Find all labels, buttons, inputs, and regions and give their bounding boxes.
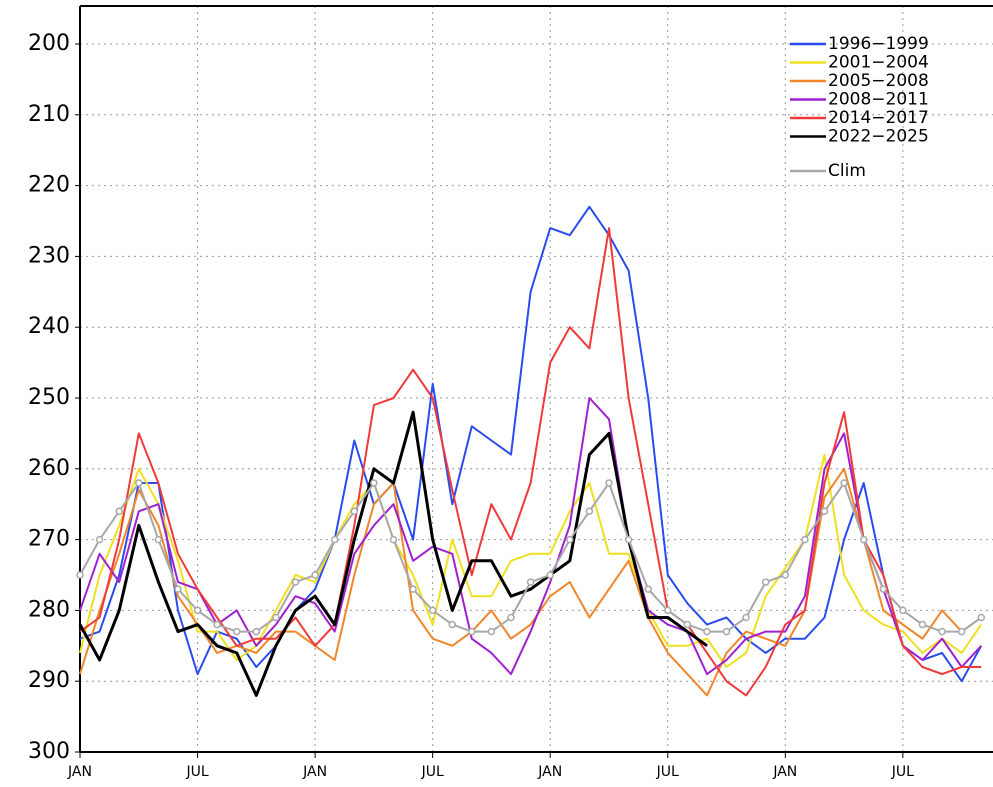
legend-label: Clim (828, 161, 866, 181)
y-tick-label: 240 (28, 314, 70, 339)
clim-marker (546, 571, 554, 579)
clim-marker (291, 578, 300, 586)
clim-marker (840, 479, 848, 487)
clim-marker (918, 620, 927, 629)
clim-marker (330, 535, 339, 544)
clim-marker (526, 578, 535, 586)
x-tick-label: JUL (421, 764, 444, 780)
clim-marker (820, 507, 829, 516)
clim-marker (370, 479, 378, 487)
legend-label: 1996−1999 (828, 34, 929, 54)
clim-marker (252, 627, 261, 636)
clim-marker (585, 507, 594, 516)
clim-marker (389, 535, 398, 544)
legend-label: 2005−2008 (828, 71, 929, 91)
clim-marker (899, 606, 907, 615)
clim-marker (683, 620, 692, 629)
x-tick-label: JUL (185, 764, 208, 780)
legend-label: 2014−2017 (828, 108, 929, 128)
clim-marker (938, 627, 946, 636)
clim-marker (193, 606, 202, 615)
clim-marker (781, 571, 790, 579)
clim-marker (644, 585, 652, 593)
clim-marker (232, 627, 241, 636)
clim-marker (566, 535, 574, 544)
clim-marker (507, 613, 515, 622)
y-tick-label: 200 (28, 31, 70, 56)
series-line (79, 227, 982, 697)
clim-marker (624, 535, 633, 544)
clim-marker (135, 479, 143, 487)
y-tick-label: 280 (28, 597, 70, 622)
clim-marker (468, 627, 476, 636)
x-tick-label: JAN (537, 764, 562, 780)
series-line (79, 467, 982, 697)
clim-marker (957, 627, 966, 636)
x-tick-label: JUL (891, 764, 914, 780)
clim-marker (311, 571, 319, 579)
clim-marker (213, 620, 221, 629)
clim-marker (409, 585, 417, 593)
x-tick-label: JAN (67, 764, 92, 780)
clim-marker (272, 613, 280, 622)
x-tick-label: JAN (302, 764, 327, 780)
y-tick-label: 300 (28, 739, 70, 764)
y-tick-label: 230 (28, 243, 70, 268)
clim-marker (859, 535, 868, 544)
clim-marker (448, 620, 457, 629)
series-line (79, 482, 982, 633)
y-tick-label: 270 (28, 527, 70, 552)
clim-marker (742, 613, 750, 622)
clim-marker (801, 535, 809, 544)
clim-marker (722, 627, 731, 636)
x-tick-label: JAN (772, 764, 797, 780)
clim-marker (115, 507, 123, 516)
clim-marker (977, 613, 985, 622)
clim-marker (154, 535, 163, 544)
legend-label: 2001−2004 (828, 53, 929, 73)
series-line (78, 410, 708, 697)
clim-marker (76, 571, 84, 579)
clim-marker (174, 585, 182, 593)
clim-marker (664, 606, 672, 615)
y-tick-label: 250 (28, 385, 70, 410)
clim-marker (703, 627, 711, 636)
x-tick-label: JUL (656, 764, 679, 780)
y-tick-label: 220 (28, 173, 70, 198)
y-tick-label: 210 (28, 102, 70, 127)
clim-marker (487, 627, 496, 636)
legend-label: 2008−2011 (828, 90, 929, 110)
clim-marker (428, 606, 437, 615)
y-tick-label: 290 (28, 668, 70, 693)
clim-marker (879, 585, 888, 593)
legend-label: 2022−2025 (828, 127, 929, 147)
clim-marker (605, 479, 613, 487)
clim-marker (95, 535, 104, 544)
y-tick-label: 260 (28, 456, 70, 481)
clim-marker (761, 578, 770, 586)
clim-marker (350, 507, 359, 516)
